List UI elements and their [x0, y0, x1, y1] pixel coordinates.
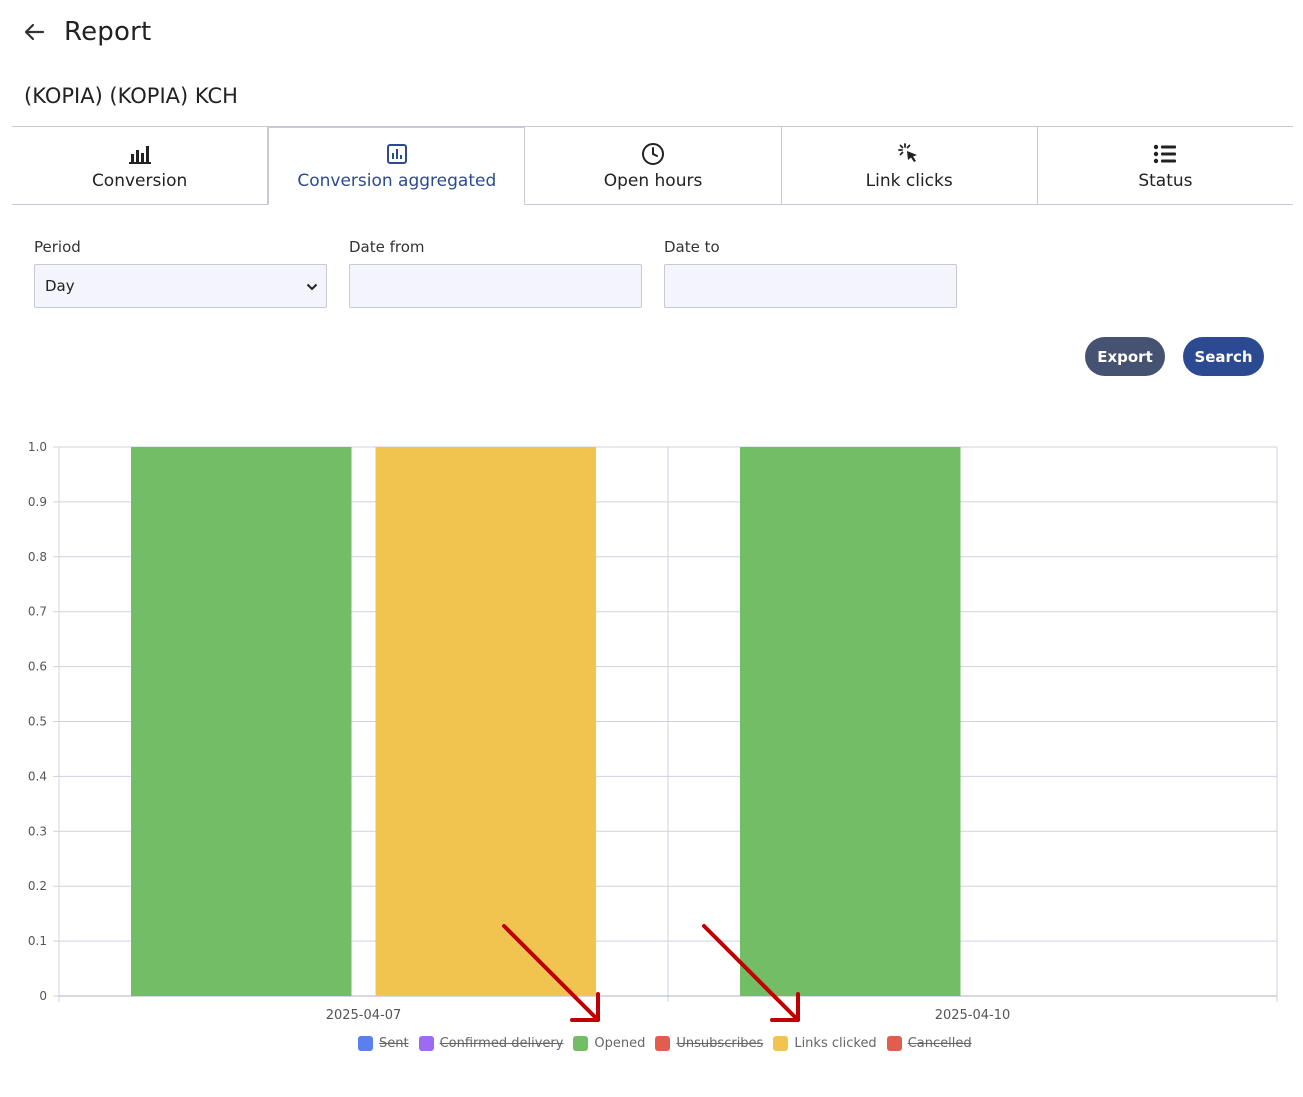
y-tick-label: 0.4: [28, 769, 47, 783]
y-tick-label: 0.3: [28, 824, 47, 838]
date-to-field: Date to: [664, 238, 957, 308]
tab-label: Open hours: [603, 170, 703, 191]
legend-item-links-clicked[interactable]: Links clicked: [773, 1036, 877, 1051]
tab-open-hours[interactable]: Open hours: [525, 127, 782, 204]
x-tick-label: 2025-04-10: [935, 1008, 1011, 1023]
legend-swatch: [358, 1036, 373, 1051]
legend-item-sent[interactable]: Sent: [358, 1036, 409, 1051]
report-tabs: Conversion Conversion aggregated Open ho…: [12, 126, 1293, 205]
search-button[interactable]: Search: [1183, 337, 1264, 376]
period-field: Period Day: [34, 238, 327, 308]
back-arrow-icon[interactable]: [20, 14, 48, 50]
bar-links-clicked: [375, 447, 596, 996]
bar-opened: [131, 447, 352, 996]
chevron-down-icon: [306, 277, 318, 295]
y-tick-label: 0.2: [28, 879, 47, 893]
legend-label: Cancelled: [907, 1036, 972, 1051]
bar-chart-icon: [128, 141, 152, 167]
chart-legend: Sent Confirmed delivery Opened Unsubscribes…: [358, 1036, 982, 1051]
period-label: Period: [34, 238, 81, 256]
date-from-input[interactable]: [349, 264, 642, 308]
legend-label: Unsubscribes: [676, 1036, 764, 1051]
period-value: Day: [45, 277, 75, 295]
legend-item-confirmed-delivery[interactable]: Confirmed delivery: [418, 1036, 564, 1051]
y-tick-label: 0.8: [28, 550, 47, 564]
tab-link-clicks[interactable]: Link clicks: [782, 127, 1038, 204]
y-tick-label: 0: [39, 989, 47, 1003]
tab-conversion-aggregated[interactable]: Conversion aggregated: [268, 127, 526, 205]
clock-icon: [641, 141, 665, 167]
legend-label: Links clicked: [794, 1036, 877, 1051]
legend-label: Sent: [379, 1036, 409, 1051]
y-tick-label: 0.1: [28, 934, 47, 948]
chart-box-icon: [386, 141, 408, 167]
y-tick-label: 1.0: [28, 440, 47, 454]
legend-swatch: [773, 1036, 789, 1051]
annotation-arrowhead: [570, 992, 600, 1022]
pointer-click-icon: [897, 141, 921, 167]
page-title: Report: [64, 17, 152, 47]
tab-label: Link clicks: [865, 170, 953, 191]
legend-item-opened[interactable]: Opened: [573, 1036, 645, 1051]
legend-swatch: [418, 1036, 434, 1051]
legend-label: Confirmed delivery: [439, 1036, 564, 1051]
tab-label: Conversion aggregated: [297, 171, 497, 191]
legend-label: Opened: [594, 1036, 646, 1051]
legend-item-cancelled[interactable]: Cancelled: [886, 1036, 972, 1051]
annotation-arrowhead: [770, 992, 800, 1022]
period-select[interactable]: Day: [34, 264, 327, 308]
date-to-label: Date to: [664, 238, 720, 256]
tab-status[interactable]: Status: [1038, 127, 1293, 204]
tab-label: Conversion: [91, 170, 188, 191]
tab-conversion[interactable]: Conversion: [12, 127, 269, 204]
conversion-aggregated-chart: 0 0.1 0.2 0.3 0.4 0.5 0.6 0.7 0.8 0.9 1.0 2025-04-0…: [28, 440, 1278, 1023]
y-tick-label: 0.9: [28, 495, 47, 509]
campaign-name: (KOPIA) (KOPIA) KCH: [24, 84, 238, 108]
y-tick-label: 0.6: [28, 660, 47, 674]
legend-item-unsubscribes[interactable]: Unsubscribes: [655, 1036, 763, 1051]
legend-swatch: [886, 1036, 902, 1051]
date-from-label: Date from: [349, 238, 425, 256]
y-tick-label: 0.7: [28, 605, 47, 619]
date-to-input[interactable]: [664, 264, 957, 308]
date-from-field: Date from: [349, 238, 642, 308]
y-tick-label: 0.5: [28, 715, 47, 729]
tab-label: Status: [1138, 170, 1193, 191]
annotation-arrow: [702, 924, 800, 1022]
x-tick-label: 2025-04-07: [326, 1008, 402, 1023]
export-button[interactable]: Export: [1085, 337, 1165, 376]
bar-opened: [740, 447, 961, 996]
annotation-arrow: [502, 924, 600, 1022]
list-icon: [1153, 141, 1177, 167]
legend-swatch: [655, 1036, 671, 1051]
page-header: Report: [20, 14, 151, 50]
legend-swatch: [573, 1036, 589, 1051]
